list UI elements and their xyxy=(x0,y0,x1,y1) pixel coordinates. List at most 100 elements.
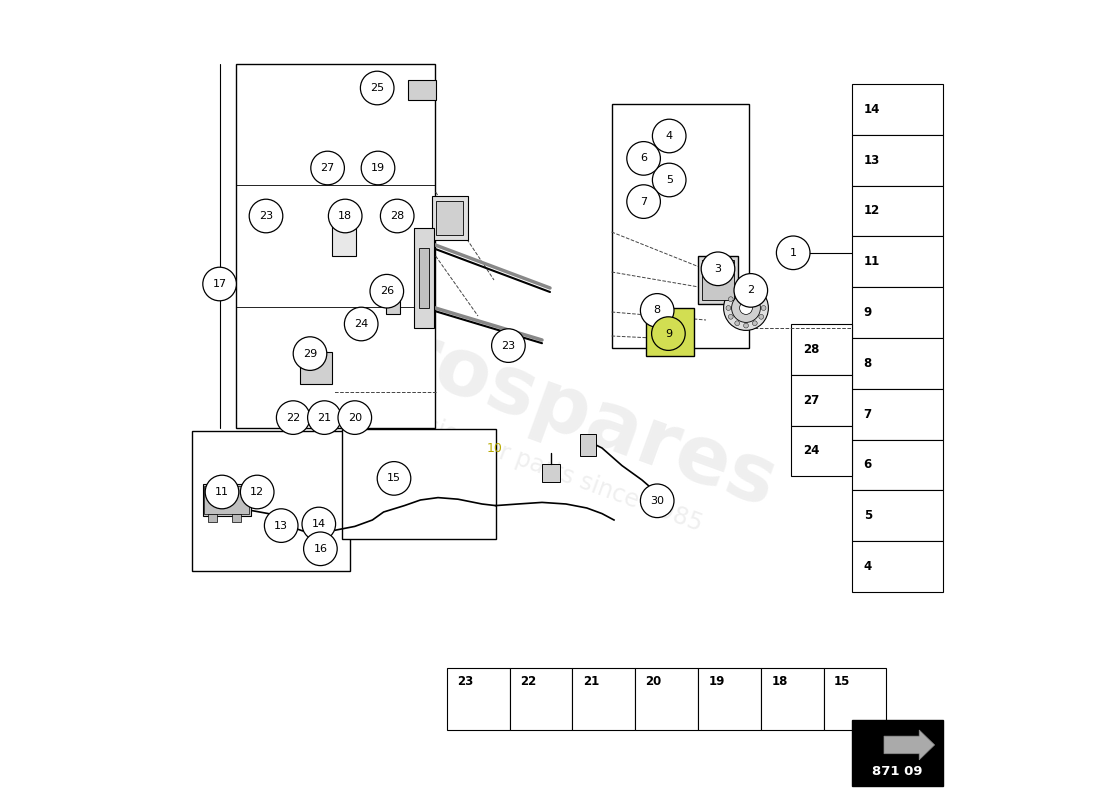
Circle shape xyxy=(370,274,404,308)
Circle shape xyxy=(652,163,686,197)
Text: 21: 21 xyxy=(317,413,331,422)
Circle shape xyxy=(759,314,763,319)
FancyBboxPatch shape xyxy=(437,201,463,235)
Circle shape xyxy=(761,306,766,310)
Text: 24: 24 xyxy=(803,445,820,458)
FancyBboxPatch shape xyxy=(408,80,437,100)
Circle shape xyxy=(241,475,274,509)
Text: 10: 10 xyxy=(487,442,503,455)
Circle shape xyxy=(739,302,752,314)
Circle shape xyxy=(294,337,327,370)
FancyBboxPatch shape xyxy=(572,668,635,730)
FancyBboxPatch shape xyxy=(612,104,749,348)
FancyBboxPatch shape xyxy=(698,668,761,730)
Circle shape xyxy=(361,71,394,105)
FancyBboxPatch shape xyxy=(447,668,509,730)
FancyBboxPatch shape xyxy=(236,64,434,428)
Text: 8: 8 xyxy=(864,357,872,370)
Circle shape xyxy=(728,297,734,302)
Text: 26: 26 xyxy=(379,286,394,296)
Text: 14: 14 xyxy=(311,519,326,529)
Circle shape xyxy=(734,274,768,307)
Text: 29: 29 xyxy=(302,349,317,358)
Circle shape xyxy=(329,199,362,233)
FancyBboxPatch shape xyxy=(419,248,429,308)
FancyBboxPatch shape xyxy=(791,426,851,477)
FancyBboxPatch shape xyxy=(509,668,572,730)
Circle shape xyxy=(744,288,748,293)
FancyBboxPatch shape xyxy=(851,338,943,389)
Text: 20: 20 xyxy=(348,413,362,422)
FancyBboxPatch shape xyxy=(851,287,943,338)
Text: 20: 20 xyxy=(646,675,662,688)
Circle shape xyxy=(627,142,660,175)
Text: 27: 27 xyxy=(803,394,820,406)
Circle shape xyxy=(724,286,769,330)
FancyBboxPatch shape xyxy=(202,484,251,516)
FancyBboxPatch shape xyxy=(824,668,887,730)
Text: 22: 22 xyxy=(286,413,300,422)
Circle shape xyxy=(752,290,757,295)
FancyBboxPatch shape xyxy=(431,196,467,240)
FancyBboxPatch shape xyxy=(851,134,943,186)
FancyBboxPatch shape xyxy=(702,260,734,300)
Text: 28: 28 xyxy=(390,211,405,221)
FancyBboxPatch shape xyxy=(698,256,738,304)
Text: 23: 23 xyxy=(502,341,516,350)
Circle shape xyxy=(311,151,344,185)
Text: a passion for parts since 1985: a passion for parts since 1985 xyxy=(362,392,706,536)
Text: 871 09: 871 09 xyxy=(872,765,923,778)
Text: 7: 7 xyxy=(640,197,647,206)
Text: 11: 11 xyxy=(214,487,229,497)
Circle shape xyxy=(640,294,674,327)
Circle shape xyxy=(735,290,739,295)
FancyBboxPatch shape xyxy=(791,374,851,426)
Circle shape xyxy=(726,306,730,310)
Text: 8: 8 xyxy=(653,306,661,315)
FancyBboxPatch shape xyxy=(851,389,943,439)
Circle shape xyxy=(377,462,410,495)
Polygon shape xyxy=(884,730,935,760)
FancyBboxPatch shape xyxy=(580,434,595,456)
Text: 25: 25 xyxy=(370,83,384,93)
Text: 23: 23 xyxy=(258,211,273,221)
FancyBboxPatch shape xyxy=(851,720,943,786)
Circle shape xyxy=(381,199,414,233)
Text: 6: 6 xyxy=(864,458,872,471)
Text: 22: 22 xyxy=(520,675,537,688)
Circle shape xyxy=(250,199,283,233)
FancyBboxPatch shape xyxy=(191,431,350,571)
Circle shape xyxy=(777,236,810,270)
Text: 11: 11 xyxy=(864,255,880,268)
Text: 12: 12 xyxy=(864,205,880,218)
FancyBboxPatch shape xyxy=(208,514,217,522)
FancyBboxPatch shape xyxy=(386,294,400,314)
Circle shape xyxy=(206,475,239,509)
Text: 17: 17 xyxy=(212,279,227,289)
FancyBboxPatch shape xyxy=(851,84,943,134)
Circle shape xyxy=(640,484,674,518)
Circle shape xyxy=(492,329,525,362)
Text: 18: 18 xyxy=(771,675,788,688)
FancyBboxPatch shape xyxy=(851,186,943,237)
Text: eurospares: eurospares xyxy=(282,276,786,524)
Text: 1: 1 xyxy=(790,248,796,258)
FancyBboxPatch shape xyxy=(761,668,824,730)
Circle shape xyxy=(744,323,748,328)
Circle shape xyxy=(308,401,341,434)
Text: 13: 13 xyxy=(864,154,880,166)
Circle shape xyxy=(651,317,685,350)
Circle shape xyxy=(361,151,395,185)
FancyBboxPatch shape xyxy=(635,668,698,730)
FancyBboxPatch shape xyxy=(646,308,694,356)
Circle shape xyxy=(701,252,735,286)
Circle shape xyxy=(652,119,686,153)
Circle shape xyxy=(276,401,310,434)
Text: 18: 18 xyxy=(338,211,352,221)
Text: 6: 6 xyxy=(640,154,647,163)
Circle shape xyxy=(264,509,298,542)
Text: 19: 19 xyxy=(371,163,385,173)
Circle shape xyxy=(338,401,372,434)
Text: 19: 19 xyxy=(708,675,725,688)
Circle shape xyxy=(304,532,338,566)
